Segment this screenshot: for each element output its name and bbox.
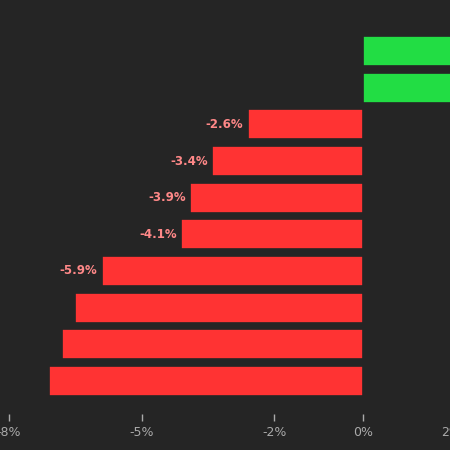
Text: -2.6%: -2.6% [206,118,243,131]
Bar [363,72,450,103]
Bar [62,329,363,360]
Bar [102,256,363,286]
Bar [363,36,450,66]
Text: -4.1%: -4.1% [140,228,177,241]
Bar [190,183,363,213]
Bar [181,219,363,249]
Bar [49,366,363,396]
Text: -3.9%: -3.9% [148,191,186,204]
Bar [212,146,363,176]
Bar [248,109,363,140]
Text: -3.4%: -3.4% [170,154,208,167]
Bar [75,292,363,323]
Text: -5.9%: -5.9% [59,265,97,278]
